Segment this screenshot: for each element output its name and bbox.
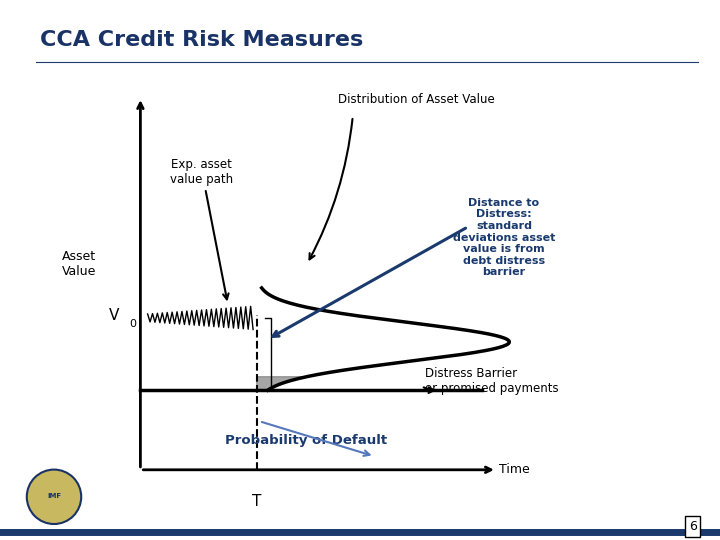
Text: 0: 0 (130, 319, 137, 329)
Text: Asset
Value: Asset Value (62, 250, 96, 278)
Text: Distance to
Distress:
standard
deviations asset
value is from
debt distress
barr: Distance to Distress: standard deviation… (453, 198, 555, 278)
Text: Distribution of Asset Value: Distribution of Asset Value (338, 93, 495, 106)
Text: 6: 6 (689, 520, 696, 533)
Text: IMF: IMF (47, 492, 61, 498)
Text: Time: Time (500, 463, 530, 476)
Polygon shape (257, 377, 307, 390)
Text: CCA Credit Risk Measures: CCA Credit Risk Measures (40, 30, 363, 50)
Text: V: V (109, 308, 119, 322)
Text: Exp. asset
value path: Exp. asset value path (170, 158, 233, 186)
Text: T: T (252, 494, 261, 509)
Circle shape (27, 470, 81, 524)
Text: Probability of Default: Probability of Default (225, 434, 387, 447)
Text: Distress Barrier
or promised payments: Distress Barrier or promised payments (425, 367, 559, 395)
